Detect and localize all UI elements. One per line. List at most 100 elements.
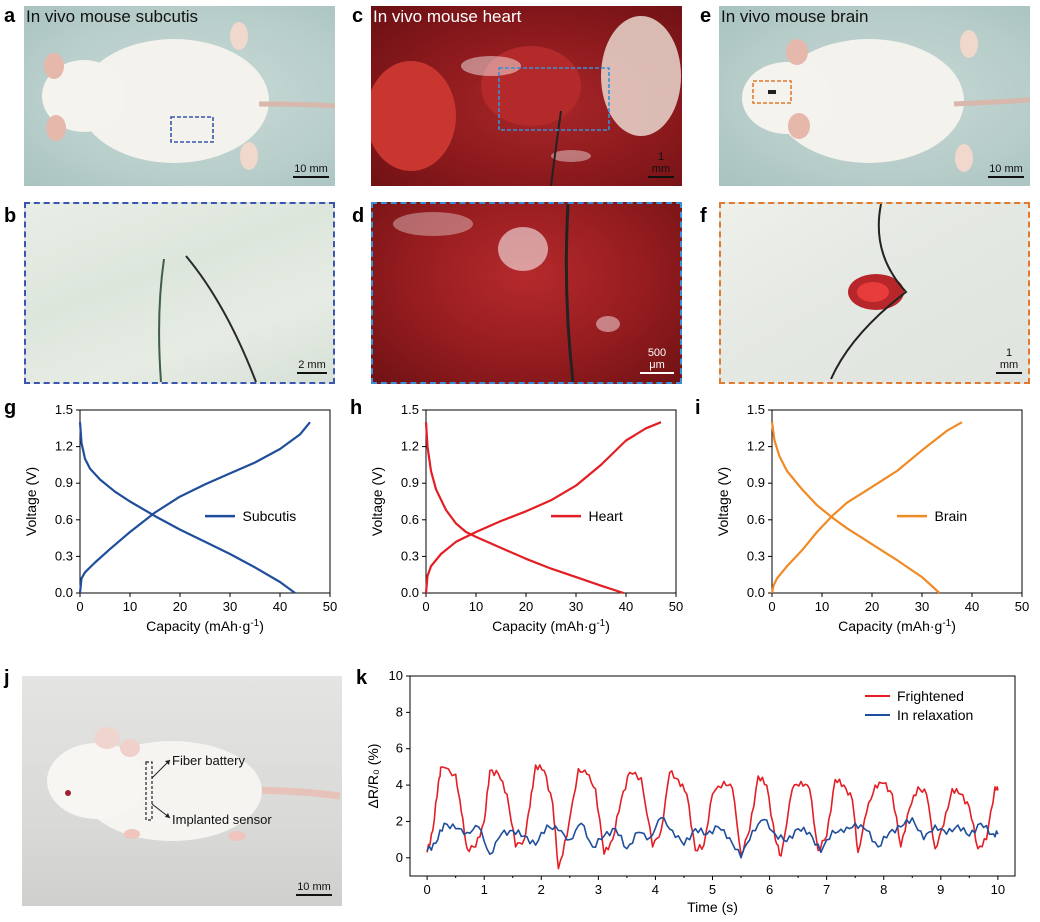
x-tick-label: 0	[422, 599, 429, 614]
series-in-relaxation	[426, 817, 999, 859]
x-tick-label: 9	[937, 882, 944, 897]
panel-label-h: h	[350, 397, 363, 419]
panel-label-c: c	[352, 5, 364, 27]
legend-label: Frightened	[897, 688, 964, 704]
y-tick-label: 0.0	[55, 585, 73, 600]
x-tick-label: 3	[595, 882, 602, 897]
photo-heart-zoom: 500 μm	[371, 202, 682, 384]
panel-label-g: g	[4, 397, 17, 419]
panel-e-title: In vivo mouse brain	[721, 7, 869, 26]
x-tick-label: 50	[323, 599, 337, 614]
scale-bar-a: 10 mm	[293, 163, 329, 178]
x-axis-label: Time (s)	[687, 899, 738, 915]
x-tick-label: 10	[469, 599, 483, 614]
scale-bar-b: 2 mm	[297, 359, 327, 374]
x-tick-label: 7	[823, 882, 830, 897]
x-tick-label: 50	[669, 599, 683, 614]
series-discharge	[424, 422, 624, 595]
label-implanted-sensor: Implanted sensor	[172, 812, 272, 827]
y-tick-label: 1.5	[55, 402, 73, 417]
y-tick-label: 0.0	[401, 585, 419, 600]
x-tick-label: 8	[880, 882, 887, 897]
x-tick-label: 30	[569, 599, 583, 614]
y-tick-label: 0.3	[747, 548, 765, 563]
y-axis-label: Voltage (V)	[369, 467, 385, 536]
chart-g-subcutis: 0 10 20 30 40 50 0.0 0.3 0.6 0.9 1.2 1.5 Capacity (m…	[23, 402, 337, 635]
legend-label: Heart	[589, 508, 623, 524]
series-discharge	[78, 422, 296, 594]
y-tick-label: 1.2	[401, 439, 419, 454]
y-tick-label: 0.9	[401, 475, 419, 490]
y-tick-label: 0.3	[401, 548, 419, 563]
photo-mouse-heart: In vivo mouse heart 1 mm	[371, 6, 682, 186]
y-tick-label: 0.9	[747, 475, 765, 490]
y-axis-label: ΔR/R₀ (%)	[365, 744, 381, 809]
photo-mouse-side: Fiber battery Implanted sensor 10 mm	[22, 676, 342, 906]
chart-k-resistance: 0 1 2 3 4 5 6 7 8 9 10 0 2 4 6 8 10 Time (s) ΔR/R₀ (%) Frig…	[365, 668, 1016, 915]
scale-bar-e: 10 mm	[988, 163, 1024, 178]
y-tick-label: 0	[396, 850, 403, 865]
x-tick-label: 0	[76, 599, 83, 614]
x-tick-label: 10	[991, 882, 1005, 897]
x-tick-label: 20	[173, 599, 187, 614]
plot-frame	[409, 675, 1016, 877]
x-tick-label: 30	[223, 599, 237, 614]
x-tick-label: 20	[519, 599, 533, 614]
x-tick-label: 2	[538, 882, 545, 897]
x-axis-label: Capacity (mAh·g-1)	[146, 618, 264, 635]
y-tick-label: 0.6	[747, 512, 765, 527]
panel-label-j: j	[4, 667, 10, 689]
y-tick-label: 6	[396, 741, 403, 756]
legend-label: Brain	[935, 508, 968, 524]
y-tick-label: 0.9	[55, 475, 73, 490]
photo-mouse-subcutis: In vivo mouse subcutis 10 mm	[24, 6, 335, 186]
x-tick-label: 30	[915, 599, 929, 614]
y-tick-label: 8	[396, 704, 403, 719]
plot-frame	[771, 409, 1023, 594]
panel-c-title: In vivo mouse heart	[373, 7, 522, 26]
legend-label: Subcutis	[243, 508, 297, 524]
x-tick-label: 40	[965, 599, 979, 614]
y-tick-label: 1.2	[55, 439, 73, 454]
scale-bar-c: 1 mm	[648, 151, 674, 178]
x-tick-label: 1	[481, 882, 488, 897]
scale-bar-d: 500 μm	[640, 347, 674, 374]
x-tick-label: 20	[865, 599, 879, 614]
series-charge	[78, 421, 311, 594]
scale-bar-f: 1 mm	[996, 347, 1022, 374]
series-discharge	[770, 422, 941, 594]
photo-subcutis-zoom: 2 mm	[24, 202, 335, 384]
label-fiber-battery: Fiber battery	[172, 753, 245, 768]
x-tick-label: 50	[1015, 599, 1029, 614]
plot-frame	[79, 409, 331, 594]
chart-i-brain: 0 10 20 30 40 50 0.0 0.3 0.6 0.9 1.2 1.5 Capacity (m…	[715, 402, 1029, 634]
y-axis-label: Voltage (V)	[23, 467, 39, 536]
series-frightened	[426, 764, 999, 870]
y-tick-label: 1.5	[747, 402, 765, 417]
series-charge	[424, 421, 662, 594]
panel-label-d: d	[352, 205, 365, 227]
y-tick-label: 0.0	[747, 585, 765, 600]
x-tick-label: 0	[768, 599, 775, 614]
x-axis-label: Capacity (mAh·g-1)	[492, 618, 610, 635]
legend-label: In relaxation	[897, 707, 973, 723]
y-tick-label: 10	[389, 668, 403, 683]
x-tick-label: 10	[815, 599, 829, 614]
scale-bar-j: 10 mm	[296, 881, 332, 896]
y-tick-label: 4	[396, 777, 403, 792]
photo-brain-zoom: 1 mm	[719, 202, 1030, 384]
y-tick-label: 1.5	[401, 402, 419, 417]
photo-mouse-brain: In vivo mouse brain 10 mm	[719, 6, 1030, 186]
series-charge	[770, 421, 963, 594]
panel-label-i: i	[695, 397, 701, 419]
y-tick-label: 0.6	[55, 512, 73, 527]
x-tick-label: 5	[709, 882, 716, 897]
x-tick-label: 6	[766, 882, 773, 897]
panel-a-title: In vivo mouse subcutis	[26, 7, 198, 26]
y-axis-label: Voltage (V)	[715, 467, 731, 536]
panel-label-e: e	[700, 5, 712, 27]
y-tick-label: 0.6	[401, 512, 419, 527]
y-tick-label: 2	[396, 813, 403, 828]
x-tick-label: 40	[619, 599, 633, 614]
panel-label-b: b	[4, 205, 17, 227]
